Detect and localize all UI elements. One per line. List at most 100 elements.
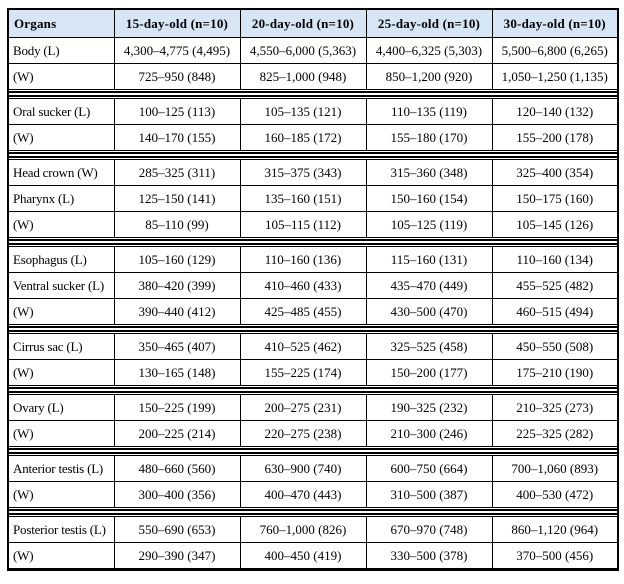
measurement-value-cell: 210–325 (273) (491, 394, 619, 421)
measurement-value-cell: 410–460 (433) (239, 272, 367, 299)
organ-cell: (W) (7, 542, 115, 570)
measurement-value-cell: 4,300–4,775 (4,495) (113, 37, 241, 64)
measurement-value-cell: 430–500 (470) (365, 298, 493, 325)
measurement-value-cell: 450–550 (508) (491, 333, 619, 360)
table-row: (W) 130–165 (148) 155–225 (174) 150–200 (17… (7, 359, 619, 386)
measurement-value-cell: 110–160 (136) (239, 246, 367, 273)
measurement-value-cell: 135–160 (151) (239, 185, 367, 212)
measurement-value-cell: 110–160 (134) (491, 246, 619, 273)
column-header-age-group: 15-day-old (n=10) (113, 8, 241, 38)
column-header-age-group: 30-day-old (n=10) (491, 8, 619, 38)
measurement-value-cell: 160–185 (172) (239, 124, 367, 151)
group-separator-row (8, 150, 618, 160)
measurement-value-cell: 200–275 (231) (239, 394, 367, 421)
measurement-value-cell: 150–200 (177) (365, 359, 493, 386)
organ-measurements-table: Organs 15-day-old (n=10) 20-day-old (n=10)… (7, 8, 619, 571)
table-row: (W) 290–390 (347) 400–450 (419) 330–500 (37… (7, 542, 619, 570)
organ-cell: Oral sucker (L) (7, 98, 115, 125)
table-row: Ovary (L) 150–225 (199) 200–275 (231) 190–3… (7, 394, 619, 421)
measurement-value-cell: 315–360 (348) (365, 159, 493, 186)
measurement-value-cell: 4,550–6,000 (5,363) (239, 37, 367, 64)
page: Organs 15-day-old (n=10) 20-day-old (n=10)… (7, 8, 619, 571)
organ-cell: (W) (7, 298, 115, 325)
measurement-value-cell: 460–515 (494) (491, 298, 619, 325)
table-row: Anterior testis (L) 480–660 (560) 630–900 … (7, 455, 619, 482)
group-separator-row (8, 446, 618, 456)
measurement-value-cell: 175–210 (190) (491, 359, 619, 386)
group-separator-row (8, 324, 618, 334)
measurement-value-cell: 850–1,200 (920) (365, 63, 493, 90)
organ-cell: (W) (7, 359, 115, 386)
table-row: Pharynx (L) 125–150 (141) 135–160 (151) 150… (7, 185, 619, 212)
measurement-value-cell: 350–465 (407) (113, 333, 241, 360)
table-row: Cirrus sac (L) 350–465 (407) 410–525 (462)… (7, 333, 619, 360)
measurement-value-cell: 550–690 (653) (113, 516, 241, 543)
measurement-value-cell: 105–135 (121) (239, 98, 367, 125)
measurement-value-cell: 400–530 (472) (491, 481, 619, 508)
table-row: (W) 140–170 (155) 160–185 (172) 155–180 (17… (7, 124, 619, 151)
measurement-value-cell: 670–970 (748) (365, 516, 493, 543)
measurement-value-cell: 225–325 (282) (491, 420, 619, 447)
measurement-value-cell: 115–160 (131) (365, 246, 493, 273)
measurement-value-cell: 700–1,060 (893) (491, 455, 619, 482)
measurement-value-cell: 630–900 (740) (239, 455, 367, 482)
measurement-value-cell: 125–150 (141) (113, 185, 241, 212)
table-row: (W) 200–225 (214) 220–275 (238) 210–300 (24… (7, 420, 619, 447)
measurement-value-cell: 150–175 (160) (491, 185, 619, 212)
measurement-value-cell: 325–525 (458) (365, 333, 493, 360)
measurement-value-cell: 155–180 (170) (365, 124, 493, 151)
organ-cell: (W) (7, 211, 115, 238)
measurement-value-cell: 290–390 (347) (113, 542, 241, 570)
double-rule-divider (9, 326, 617, 332)
measurement-value-cell: 325–400 (354) (491, 159, 619, 186)
organ-cell: (W) (7, 63, 115, 90)
measurement-value-cell: 105–145 (126) (491, 211, 619, 238)
measurement-value-cell: 435–470 (449) (365, 272, 493, 299)
measurement-value-cell: 105–115 (112) (239, 211, 367, 238)
measurement-value-cell: 1,050–1,250 (1,135) (491, 63, 619, 90)
table-row: Esophagus (L) 105–160 (129) 110–160 (136) 1… (7, 246, 619, 273)
measurement-value-cell: 220–275 (238) (239, 420, 367, 447)
group-separator-row (8, 507, 618, 517)
group-separator-row (8, 89, 618, 99)
organ-cell: Head crown (W) (7, 159, 115, 186)
measurement-value-cell: 140–170 (155) (113, 124, 241, 151)
measurement-value-cell: 5,500–6,800 (6,265) (491, 37, 619, 64)
table-row: Head crown (W) 285–325 (311) 315–375 (343)… (7, 159, 619, 186)
table-row: (W) 390–440 (412) 425–485 (455) 430–500 (47… (7, 298, 619, 325)
measurement-value-cell: 400–470 (443) (239, 481, 367, 508)
double-rule-divider (9, 239, 617, 245)
measurement-value-cell: 210–300 (246) (365, 420, 493, 447)
organ-cell: Esophagus (L) (7, 246, 115, 273)
table-row: (W) 300–400 (356) 400–470 (443) 310–500 (38… (7, 481, 619, 508)
double-rule-divider (9, 387, 617, 393)
measurement-value-cell: 155–200 (178) (491, 124, 619, 151)
measurement-value-cell: 410–525 (462) (239, 333, 367, 360)
double-rule-divider (9, 152, 617, 158)
column-header-organs: Organs (7, 8, 115, 38)
measurement-value-cell: 110–135 (119) (365, 98, 493, 125)
organ-cell: (W) (7, 124, 115, 151)
double-rule-divider (9, 509, 617, 515)
measurement-value-cell: 315–375 (343) (239, 159, 367, 186)
measurement-value-cell: 150–225 (199) (113, 394, 241, 421)
measurement-value-cell: 120–140 (132) (491, 98, 619, 125)
measurement-value-cell: 85–110 (99) (113, 211, 241, 238)
measurement-value-cell: 760–1,000 (826) (239, 516, 367, 543)
measurement-value-cell: 285–325 (311) (113, 159, 241, 186)
organ-cell: Anterior testis (L) (7, 455, 115, 482)
table-row: (W) 85–110 (99) 105–115 (112) 105–125 (119)… (7, 211, 619, 238)
organ-cell: Posterior testis (L) (7, 516, 115, 543)
column-header-age-group: 25-day-old (n=10) (365, 8, 493, 38)
organ-cell: Pharynx (L) (7, 185, 115, 212)
measurement-value-cell: 425–485 (455) (239, 298, 367, 325)
measurement-value-cell: 480–660 (560) (113, 455, 241, 482)
measurement-value-cell: 825–1,000 (948) (239, 63, 367, 90)
measurement-value-cell: 190–325 (232) (365, 394, 493, 421)
measurement-value-cell: 105–125 (119) (365, 211, 493, 238)
table-row: (W) 725–950 (848) 825–1,000 (948) 850–1,200… (7, 63, 619, 90)
measurement-value-cell: 155–225 (174) (239, 359, 367, 386)
measurement-value-cell: 300–400 (356) (113, 481, 241, 508)
organ-cell: Ovary (L) (7, 394, 115, 421)
organ-cell: (W) (7, 481, 115, 508)
